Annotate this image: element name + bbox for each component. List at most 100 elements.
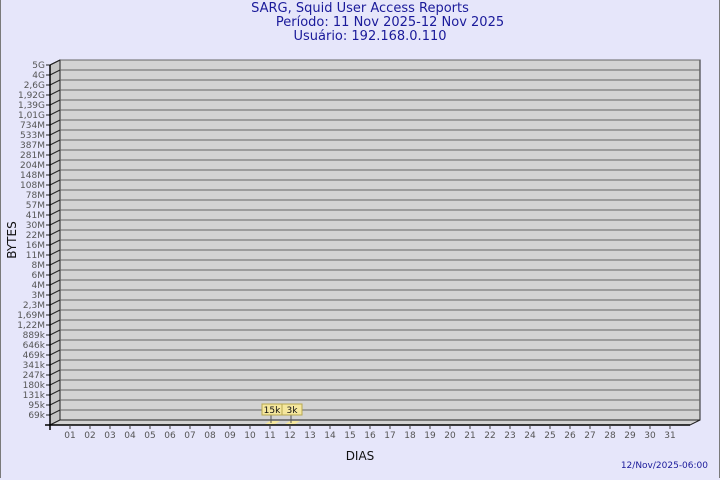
y-tick-label: 8M [32, 261, 46, 271]
user-subtitle: Usuário: 192.168.0.110 [293, 29, 447, 44]
x-tick-label: 09 [224, 431, 236, 441]
gridline-slant [49, 269, 61, 276]
bar-12 [285, 421, 300, 424]
x-tick-label: 21 [464, 431, 475, 441]
y-tick-label: 131k [23, 391, 46, 401]
y-tick-label: 95k [28, 401, 45, 411]
x-tick-label: 31 [664, 431, 675, 441]
y-tick-label: 6M [32, 271, 46, 281]
x-tick-label: 29 [624, 431, 636, 441]
x-tick-label: 18 [404, 431, 416, 441]
gridline-slant [49, 159, 61, 166]
x-tick-label: 20 [444, 431, 456, 441]
y-tick-label: 180k [23, 381, 46, 391]
gridline-slant [49, 179, 61, 186]
gridline-slant [49, 89, 61, 96]
x-tick-label: 12 [284, 431, 295, 441]
y-tick-label: 11M [26, 251, 45, 261]
x-tick-label: 26 [564, 431, 576, 441]
gridline-slant [49, 169, 61, 176]
y-tick-label: 16M [26, 241, 45, 251]
y-tick-label: 4M [32, 281, 46, 291]
y-tick-label: 22M [26, 231, 45, 241]
x-tick-label: 16 [364, 431, 376, 441]
y-tick-label: 889k [23, 331, 46, 341]
bar-label-box [281, 403, 303, 416]
gridline-slant [49, 229, 61, 236]
x-tick-label: 06 [164, 431, 176, 441]
y-tick-label: 533M [20, 131, 45, 141]
gridline-slant [49, 309, 61, 316]
y-tick-label: 1,22M [17, 321, 45, 331]
gridline-slant [49, 399, 61, 406]
gridline-slant [49, 289, 61, 296]
x-tick-label: 10 [244, 431, 256, 441]
y-tick-label: 30M [26, 221, 45, 231]
gridline-slant [49, 349, 61, 356]
x-tick-label: 17 [384, 431, 395, 441]
gridline-slant [49, 299, 61, 306]
gridline-slant [49, 129, 61, 136]
y-tick-label: 1,01G [18, 111, 45, 121]
bar-11 [265, 421, 280, 424]
gridline-slant [49, 199, 61, 206]
y-tick-label: 5G [32, 61, 45, 71]
y-tick-label: 2,6G [24, 81, 45, 91]
x-tick-label: 30 [644, 431, 656, 441]
x-tick-label: 04 [124, 431, 136, 441]
x-tick-label: 05 [144, 431, 155, 441]
period-subtitle: Período: 11 Nov 2025-12 Nov 2025 [275, 15, 505, 30]
x-tick-label: 27 [584, 431, 595, 441]
y-tick-label: 2,3M [23, 301, 45, 311]
gridline-slant [49, 59, 61, 66]
gridline-slant [49, 409, 61, 416]
gridline-slant [49, 139, 61, 146]
gridline-slant [49, 379, 61, 386]
y-tick-label: 247k [23, 371, 46, 381]
x-tick-label: 28 [604, 431, 616, 441]
gridline-slant [49, 119, 61, 126]
y-tick-label: 204M [20, 161, 45, 171]
x-tick-label: 14 [324, 431, 336, 441]
gridline-slant [49, 369, 61, 376]
chart-title: SARG, Squid User Access Reports [251, 1, 469, 16]
y-tick-label: 41M [26, 211, 45, 221]
y-tick-label: 341k [23, 361, 46, 371]
gridline-slant [49, 359, 61, 366]
gridline-slant [49, 239, 61, 246]
y-tick-label: 387M [20, 141, 45, 151]
y-tick-label: 108M [20, 181, 45, 191]
gridline-slant [49, 249, 61, 256]
gridline-slant [49, 329, 61, 336]
bar-value-label: 15k [264, 406, 281, 416]
x-tick-label: 13 [304, 431, 315, 441]
gridline-slant [49, 219, 61, 226]
bar-value-label: 3k [287, 406, 299, 416]
x-tick-label: 25 [544, 431, 555, 441]
x-tick-label: 23 [504, 431, 515, 441]
x-tick-label: 24 [524, 431, 536, 441]
gridline-slant [49, 149, 61, 156]
gridline-slant [49, 189, 61, 196]
y-tick-label: 1,69M [17, 311, 45, 321]
y-tick-label: 646k [23, 341, 46, 351]
x-tick-label: 22 [484, 431, 495, 441]
x-axis-label: DIAS [346, 449, 375, 463]
gridline-slant [49, 319, 61, 326]
x-tick-label: 11 [264, 431, 275, 441]
y-tick-label: 3M [32, 291, 46, 301]
y-tick-label: 734M [20, 121, 45, 131]
x-tick-label: 03 [104, 431, 115, 441]
y-tick-label: 469k [23, 351, 46, 361]
x-tick-label: 19 [424, 431, 436, 441]
y-tick-label: 4G [32, 71, 45, 81]
x-tick-label: 07 [184, 431, 195, 441]
gridline-slant [49, 69, 61, 76]
y-tick-label: 57M [26, 201, 45, 211]
gridline-slant [49, 109, 61, 116]
y-tick-label: 148M [20, 171, 45, 181]
generated-timestamp: 12/Nov/2025-06:00 [620, 461, 708, 471]
y-tick-label: 78M [26, 191, 45, 201]
x-tick-label: 02 [84, 431, 95, 441]
